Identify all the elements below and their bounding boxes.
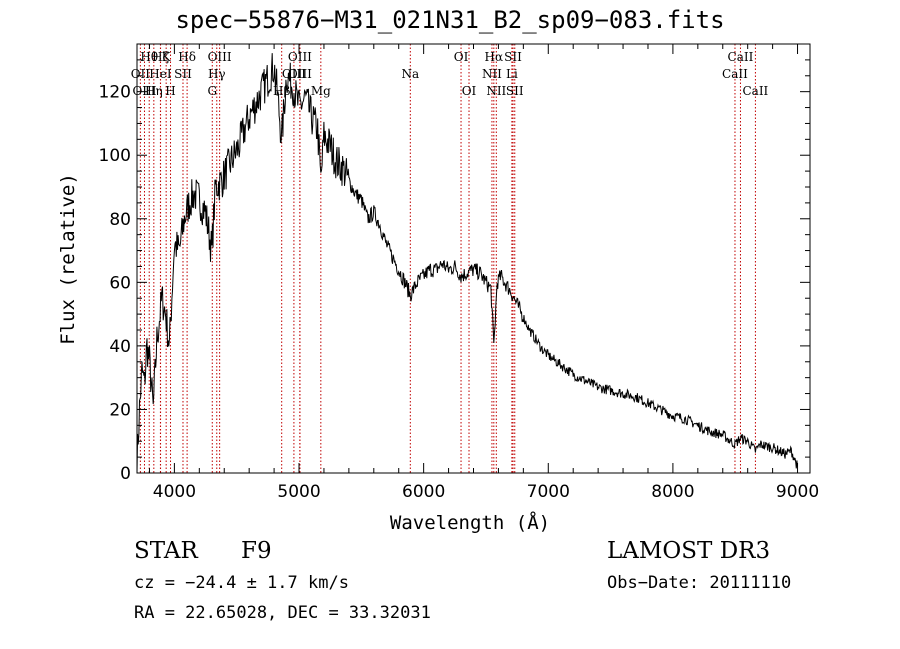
line-marker-label-19: OI	[454, 50, 469, 64]
y-tick-label: 100	[99, 146, 131, 166]
line-marker-label-9: Hδ	[178, 50, 196, 64]
line-marker-label-21: Hα	[485, 50, 504, 64]
x-tick-label: 4000	[153, 482, 196, 502]
x-tick-label: 7000	[527, 482, 570, 502]
y-tick-label: 60	[109, 273, 131, 293]
y-tick-label: 20	[109, 400, 131, 420]
line-marker-label-6: K	[162, 50, 172, 64]
redshift-cz: cz = −24.4 ± 1.7 km/s	[134, 573, 349, 593]
x-tick-label: 8000	[651, 482, 694, 502]
line-marker-label-29: CaII	[742, 84, 768, 98]
x-tick-label: 6000	[402, 482, 445, 502]
object-class: STAR	[134, 538, 198, 564]
y-axis-label: Flux (relative)	[57, 173, 79, 345]
line-marker-label-16: OIII	[288, 67, 312, 81]
line-marker-label-20: OI	[462, 84, 477, 98]
line-marker-label-10: OIII	[208, 50, 232, 64]
ra-dec-coordinates: RA = 22.65028, DEC = 33.32031	[134, 603, 431, 623]
line-marker-label-1: OII	[131, 67, 151, 81]
observation-date: Obs−Date: 20111110	[607, 573, 792, 593]
x-tick-label: 5000	[277, 482, 320, 502]
chart-title: spec−55876−M31_021N31_B2_sp09−083.fits	[175, 6, 725, 34]
line-marker-label-24: SII	[504, 50, 522, 64]
line-marker-label-4: Hζ	[152, 50, 169, 64]
line-marker-label-0: Hθ	[140, 50, 158, 64]
line-marker-label-17: Mg	[311, 84, 331, 98]
line-marker-label-3: Hη	[145, 84, 163, 98]
line-marker-label-26: SII	[506, 84, 524, 98]
line-marker-label-18: Na	[401, 67, 419, 81]
y-tick-label: 0	[120, 464, 131, 484]
y-tick-label: 120	[99, 83, 131, 103]
line-marker-label-11: Hγ	[208, 67, 226, 81]
x-tick-label: 9000	[776, 482, 819, 502]
plot-frame	[136, 43, 811, 474]
line-marker-label-13: Hβ	[273, 84, 290, 98]
y-tick-label: 40	[109, 337, 131, 357]
line-marker-label-25: Li	[506, 67, 518, 81]
line-marker-label-15: OIII	[288, 50, 312, 64]
line-marker-label-23: NII	[486, 84, 506, 98]
line-marker-label-14: OIII	[282, 67, 306, 81]
line-marker-label-7: SII	[174, 67, 192, 81]
x-axis-label: Wavelength (Å)	[390, 511, 550, 534]
object-subclass: F9	[241, 538, 272, 564]
line-marker-label-22: NII	[482, 67, 502, 81]
line-marker-label-27: CaII	[728, 50, 754, 64]
line-marker-label-8: H	[165, 84, 175, 98]
line-marker-label-28: CaII	[722, 67, 748, 81]
survey-name: LAMOST DR3	[607, 538, 771, 564]
line-marker-label-5: HeI	[149, 67, 172, 81]
spectrum-line	[136, 53, 798, 474]
y-tick-label: 80	[109, 210, 131, 230]
line-marker-label-2: OIII	[132, 84, 156, 98]
line-marker-label-12: G	[207, 84, 217, 98]
